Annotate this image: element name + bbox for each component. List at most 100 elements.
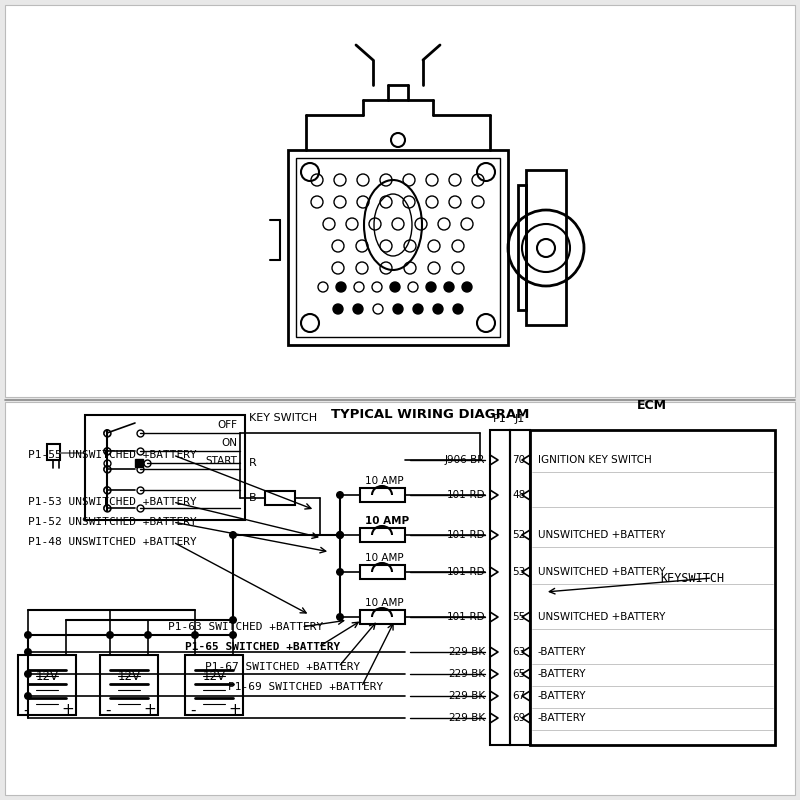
Text: 53: 53 bbox=[512, 567, 526, 577]
Text: -BATTERY: -BATTERY bbox=[538, 669, 586, 679]
Bar bbox=[265, 491, 295, 505]
Text: 229-BK: 229-BK bbox=[448, 713, 485, 723]
Text: 69: 69 bbox=[512, 713, 526, 723]
Text: P1-48 UNSWITCHED +BATTERY: P1-48 UNSWITCHED +BATTERY bbox=[28, 537, 197, 547]
Text: UNSWITCHED +BATTERY: UNSWITCHED +BATTERY bbox=[538, 567, 666, 577]
Text: 10 AMP: 10 AMP bbox=[365, 476, 404, 486]
Text: START: START bbox=[205, 456, 237, 466]
Text: 101-RD: 101-RD bbox=[446, 530, 485, 540]
Bar bbox=[85, 415, 245, 520]
Text: 101-RD: 101-RD bbox=[446, 490, 485, 500]
Bar bbox=[360, 488, 405, 502]
Text: P1-65 SWITCHED +BATTERY: P1-65 SWITCHED +BATTERY bbox=[185, 642, 340, 652]
Circle shape bbox=[444, 282, 454, 292]
Bar bbox=[360, 565, 405, 579]
Circle shape bbox=[229, 531, 237, 539]
Circle shape bbox=[393, 304, 403, 314]
Text: P1-52 UNSWITCHED +BATTERY: P1-52 UNSWITCHED +BATTERY bbox=[28, 517, 197, 527]
Circle shape bbox=[336, 282, 346, 292]
Bar bbox=[5, 5, 795, 397]
Text: 12V: 12V bbox=[202, 670, 226, 683]
Text: P1-55 UNSWITCHED +BATTERY: P1-55 UNSWITCHED +BATTERY bbox=[28, 450, 197, 460]
Text: +: + bbox=[62, 702, 74, 718]
Circle shape bbox=[336, 531, 344, 539]
Circle shape bbox=[353, 304, 363, 314]
Text: UNSWITCHED +BATTERY: UNSWITCHED +BATTERY bbox=[538, 530, 666, 540]
Text: -BATTERY: -BATTERY bbox=[538, 713, 586, 723]
Bar bbox=[526, 170, 566, 325]
Text: -: - bbox=[23, 702, 29, 718]
Text: ON: ON bbox=[221, 438, 237, 448]
Text: +: + bbox=[229, 702, 242, 718]
Bar bbox=[135, 459, 143, 467]
Text: 70: 70 bbox=[512, 455, 525, 465]
Bar bbox=[47, 444, 60, 460]
Text: -: - bbox=[106, 702, 110, 718]
Bar bbox=[288, 150, 508, 345]
Text: OFF: OFF bbox=[217, 420, 237, 430]
Text: IGNITION KEY SWITCH: IGNITION KEY SWITCH bbox=[538, 455, 652, 465]
Circle shape bbox=[426, 282, 436, 292]
Text: 229-BK: 229-BK bbox=[448, 691, 485, 701]
Text: -: - bbox=[190, 702, 196, 718]
Bar bbox=[5, 402, 795, 795]
Bar bbox=[296, 158, 500, 337]
Text: 55: 55 bbox=[512, 612, 526, 622]
Bar bbox=[530, 430, 775, 745]
Circle shape bbox=[336, 531, 344, 539]
Text: +: + bbox=[144, 702, 156, 718]
Bar bbox=[100, 655, 158, 715]
Circle shape bbox=[24, 648, 32, 656]
Text: 101-RD: 101-RD bbox=[446, 567, 485, 577]
Circle shape bbox=[336, 568, 344, 576]
Bar bbox=[360, 528, 405, 542]
Circle shape bbox=[336, 613, 344, 621]
Text: P1: P1 bbox=[493, 414, 507, 424]
Circle shape bbox=[336, 491, 344, 499]
Text: 10 AMP: 10 AMP bbox=[365, 598, 404, 608]
Text: 65: 65 bbox=[512, 669, 526, 679]
Bar bbox=[510, 430, 530, 745]
Text: -BATTERY: -BATTERY bbox=[538, 691, 586, 701]
Text: 67: 67 bbox=[512, 691, 526, 701]
Text: 48: 48 bbox=[512, 490, 526, 500]
Text: UNSWITCHED +BATTERY: UNSWITCHED +BATTERY bbox=[538, 612, 666, 622]
Text: R: R bbox=[249, 458, 257, 468]
Bar bbox=[490, 430, 510, 745]
Text: ECM: ECM bbox=[637, 399, 667, 412]
Text: P1-53 UNSWITCHED +BATTERY: P1-53 UNSWITCHED +BATTERY bbox=[28, 497, 197, 507]
Text: 63: 63 bbox=[512, 647, 526, 657]
Text: 229-BK: 229-BK bbox=[448, 669, 485, 679]
Text: 52: 52 bbox=[512, 530, 526, 540]
Circle shape bbox=[229, 616, 237, 624]
Text: 229-BK: 229-BK bbox=[448, 647, 485, 657]
Text: KEY SWITCH: KEY SWITCH bbox=[249, 413, 317, 423]
Text: P1-63 SWITCHED +BATTERY: P1-63 SWITCHED +BATTERY bbox=[168, 622, 323, 632]
Bar bbox=[518, 185, 526, 310]
Circle shape bbox=[453, 304, 463, 314]
Circle shape bbox=[390, 282, 400, 292]
Circle shape bbox=[24, 631, 32, 639]
Circle shape bbox=[462, 282, 472, 292]
Text: 12V: 12V bbox=[118, 670, 141, 683]
Circle shape bbox=[229, 631, 237, 639]
Bar bbox=[360, 610, 405, 624]
Circle shape bbox=[413, 304, 423, 314]
Circle shape bbox=[333, 304, 343, 314]
Text: 10 AMP: 10 AMP bbox=[365, 516, 409, 526]
Circle shape bbox=[191, 631, 199, 639]
Text: 12V: 12V bbox=[35, 670, 58, 683]
Bar bbox=[18, 655, 76, 715]
Text: J1: J1 bbox=[515, 414, 525, 424]
Text: P1-69 SWITCHED +BATTERY: P1-69 SWITCHED +BATTERY bbox=[228, 682, 383, 692]
Text: J906-BR: J906-BR bbox=[445, 455, 485, 465]
Circle shape bbox=[24, 692, 32, 700]
Text: KEYSWITCH: KEYSWITCH bbox=[660, 571, 724, 585]
Circle shape bbox=[106, 631, 114, 639]
Circle shape bbox=[144, 631, 152, 639]
Text: -BATTERY: -BATTERY bbox=[538, 647, 586, 657]
Text: 101-RD: 101-RD bbox=[446, 612, 485, 622]
Circle shape bbox=[433, 304, 443, 314]
Text: B: B bbox=[249, 493, 257, 503]
Circle shape bbox=[24, 670, 32, 678]
